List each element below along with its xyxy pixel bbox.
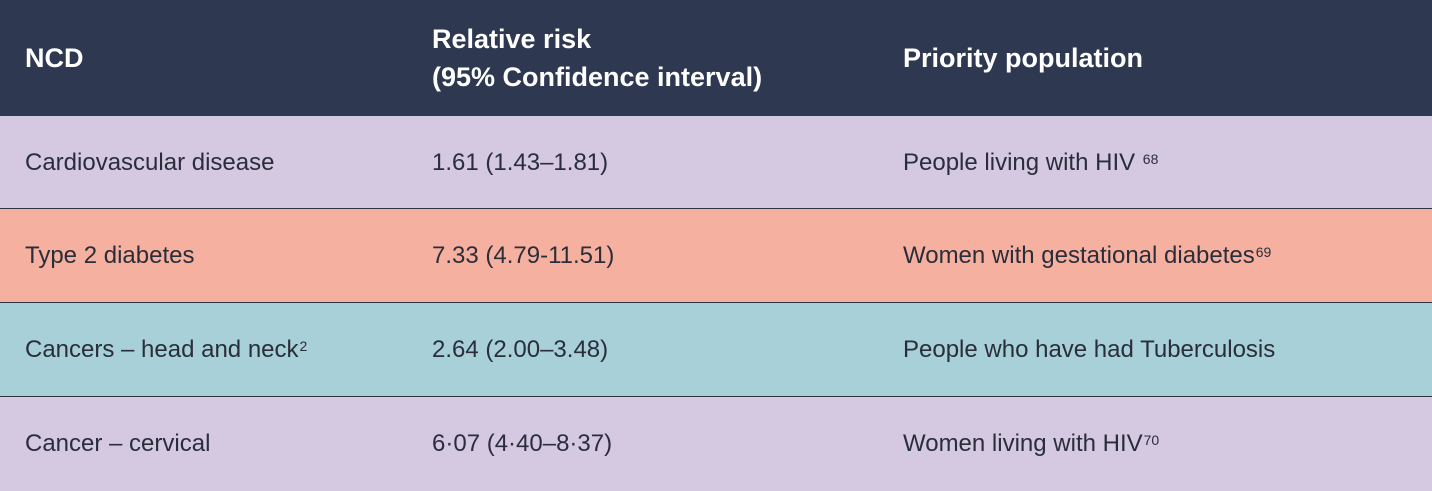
header-relative-risk-line2: (95% Confidence interval)	[432, 62, 763, 92]
header-ncd-label: NCD	[25, 43, 84, 73]
header-priority-population: Priority population	[903, 0, 1143, 116]
cell-relative-risk: 6·07 (4·40–8·37)	[432, 397, 612, 491]
cell-ncd: Type 2 diabetes	[25, 209, 194, 303]
relative-risk-value: 7.33 (4.79-11.51)	[432, 242, 615, 269]
cell-priority-population: Women with gestational diabetes 69	[903, 242, 1272, 269]
ncd-label: Cancers – head and neck	[25, 336, 299, 363]
population-label: Women living with HIV	[903, 430, 1143, 457]
population-label: Women with gestational diabetes	[903, 242, 1255, 269]
table-row: Type 2 diabetes 7.33 (4.79-11.51) Women …	[0, 209, 1432, 303]
table-row: Cardiovascular disease 1.61 (1.43–1.81) …	[0, 116, 1432, 209]
population-label: People living with HIV	[903, 148, 1136, 176]
cell-priority-population: Women living with HIV 70	[903, 430, 1160, 457]
table-row: Cancer – cervical 6·07 (4·40–8·37) Women…	[0, 397, 1432, 491]
ncd-label: Type 2 diabetes	[25, 242, 195, 269]
relative-risk-value: 6·07 (4·40–8·37)	[432, 430, 613, 457]
cell-ncd: Cancers – head and neck 2	[25, 336, 308, 363]
cell-priority-population: People who have had Tuberculosis	[903, 303, 1275, 397]
header-priority-population-label: Priority population	[903, 43, 1143, 73]
header-ncd: NCD	[25, 0, 84, 116]
ncd-label: Cancer – cervical	[25, 430, 211, 457]
cell-ncd: Cardiovascular disease	[25, 116, 274, 209]
relative-risk-value: 2.64 (2.00–3.48)	[432, 336, 609, 363]
relative-risk-value: 1.61 (1.43–1.81)	[432, 148, 609, 176]
cell-ncd: Cancer – cervical	[25, 397, 210, 491]
cell-relative-risk: 7.33 (4.79-11.51)	[432, 209, 614, 303]
ncd-label: Cardiovascular disease	[25, 148, 275, 176]
table-row: Cancers – head and neck 2 2.64 (2.00–3.48…	[0, 303, 1432, 397]
cell-relative-risk: 2.64 (2.00–3.48)	[432, 303, 608, 397]
table-header: NCD Relative risk (95% Confidence interv…	[0, 0, 1432, 116]
cell-priority-population: People living with HIV 68	[903, 148, 1159, 176]
header-relative-risk-line1: Relative risk	[432, 24, 592, 54]
cell-relative-risk: 1.61 (1.43–1.81)	[432, 116, 608, 209]
population-label: People who have had Tuberculosis	[903, 336, 1276, 363]
header-relative-risk: Relative risk (95% Confidence interval)	[432, 0, 852, 116]
